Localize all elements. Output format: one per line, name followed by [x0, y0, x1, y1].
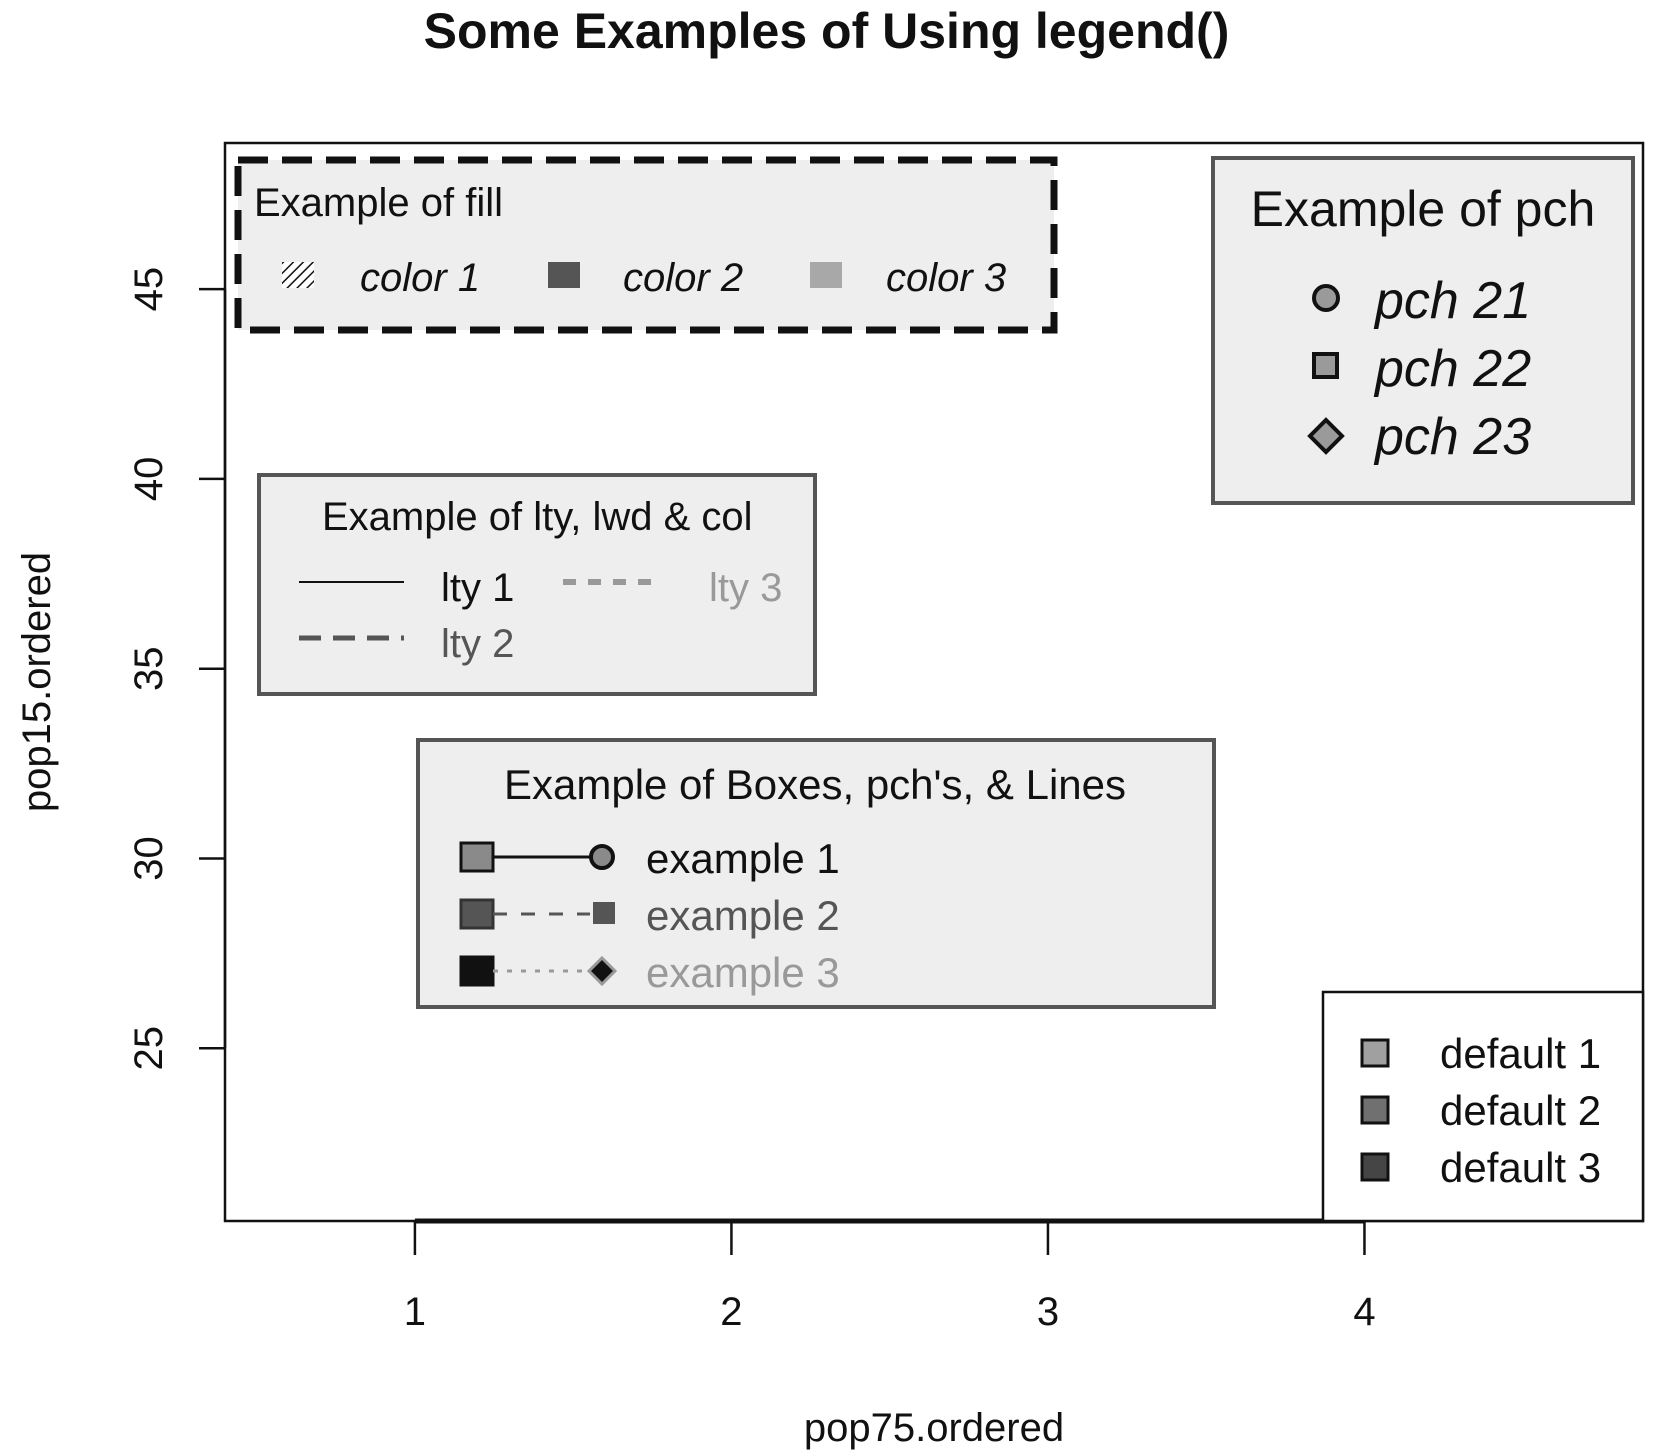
legend-lty: Example of lty, lwd & col lty 1 lty 2 lt… — [257, 473, 817, 696]
legend-lty-label-2: lty 2 — [441, 622, 514, 666]
legend-default-swatch-3 — [1360, 1152, 1390, 1182]
legend-boxes: Example of Boxes, pch's, & Lines example… — [416, 738, 1216, 1009]
legend-boxes-label-2: example 2 — [646, 892, 840, 939]
legend-pch-label-2: pch 22 — [1373, 340, 1531, 398]
legend-boxes-swatch-1 — [459, 841, 495, 873]
y-tick-label: 35 — [127, 646, 171, 691]
legend-fill-label-2: color 2 — [623, 256, 743, 300]
legend-pch-symbol-1 — [1312, 284, 1340, 312]
legend-pch-symbol-2 — [1312, 352, 1339, 379]
legend-default-label-2: default 2 — [1440, 1087, 1601, 1134]
legend-pch: Example of pch pch 21 pch 22 pch 23 — [1211, 156, 1635, 505]
legend-fill-title: Example of fill — [254, 181, 503, 225]
legend-fill-swatch-2 — [548, 262, 580, 288]
chart-title: Some Examples of Using legend() — [423, 3, 1230, 59]
legend-pch-title: Example of pch — [1251, 181, 1596, 237]
legend-lty-box — [257, 473, 817, 696]
legend-fill-label-1: color 1 — [360, 256, 480, 300]
y-tick-label: 25 — [127, 1026, 171, 1071]
legend-default: default 1 default 2 default 3 — [1321, 990, 1645, 1223]
legend-boxes-symbol-3 — [586, 955, 618, 987]
legend-boxes-box — [416, 738, 1216, 1009]
legend-default-label-3: default 3 — [1440, 1144, 1601, 1191]
legend-fill-label-3: color 3 — [886, 256, 1006, 300]
legend-boxes-symbol-1 — [589, 844, 615, 870]
y-tick-label: 30 — [127, 836, 171, 881]
legend-fill: Example of fill color 1 color 2 color 3 — [234, 156, 1058, 334]
legend-pch-box — [1211, 156, 1635, 505]
y-tick-label: 45 — [127, 267, 171, 312]
legend-boxes-title: Example of Boxes, pch's, & Lines — [504, 761, 1126, 808]
legend-boxes-swatch-2 — [459, 898, 495, 930]
legend-default-label-1: default 1 — [1440, 1030, 1601, 1077]
legend-pch-label-1: pch 21 — [1373, 272, 1531, 330]
legend-fill-swatch-1 — [282, 262, 314, 288]
legend-fill-box — [234, 156, 1058, 334]
x-axis-label: pop75.ordered — [804, 1406, 1064, 1450]
legend-boxes-swatch-3 — [459, 955, 495, 987]
x-tick-label: 3 — [1037, 1290, 1059, 1334]
legend-boxes-symbol-2 — [593, 902, 615, 924]
legend-lty-title: Example of lty, lwd & col — [322, 495, 753, 539]
legend-default-swatch-1 — [1360, 1038, 1390, 1068]
legend-default-swatch-2 — [1360, 1095, 1390, 1125]
legend-boxes-label-1: example 1 — [646, 835, 840, 882]
legend-boxes-label-3: example 3 — [646, 949, 840, 996]
legend-pch-symbol-3 — [1307, 417, 1345, 455]
legend-lty-label-1: lty 1 — [441, 566, 514, 610]
y-tick-label: 40 — [127, 457, 171, 502]
legend-lty-label-3: lty 3 — [709, 566, 782, 610]
legend-pch-label-3: pch 23 — [1373, 408, 1531, 466]
legend-fill-swatch-3 — [810, 262, 842, 288]
x-tick-label: 2 — [720, 1290, 742, 1334]
x-tick-label: 1 — [404, 1290, 426, 1334]
y-axis-label: pop15.ordered — [15, 552, 59, 812]
axes: 1 2 3 4 25 30 35 40 45 — [127, 267, 1376, 1334]
x-tick-label: 4 — [1353, 1290, 1375, 1334]
